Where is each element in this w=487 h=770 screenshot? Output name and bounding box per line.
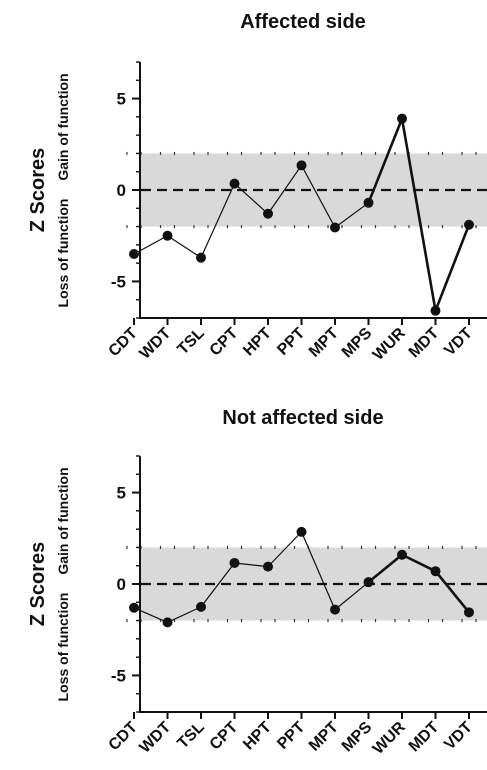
chart-title: Affected side — [240, 11, 366, 33]
series-segment — [267, 164, 302, 215]
series-segment — [367, 118, 404, 204]
x-tick-label-cpt: CPT — [207, 325, 242, 360]
data-point-ppt — [296, 526, 307, 537]
y-axis-sublabel-gain: Gain of function — [55, 73, 71, 180]
y-tick-label: 5 — [117, 484, 126, 503]
x-tick-label-wdt: WDT — [137, 719, 175, 757]
x-tick-label-wdt: WDT — [137, 325, 175, 363]
data-point-wdt — [162, 230, 173, 241]
x-tick-label-mdt: MDT — [406, 719, 443, 756]
data-point-mps — [363, 197, 374, 208]
series-segment — [167, 235, 202, 259]
data-point-ppt — [296, 160, 307, 171]
series-segment — [300, 165, 336, 228]
y-tick-label: 0 — [117, 181, 126, 200]
data-point-tsl — [196, 252, 206, 263]
data-point-cpt — [229, 557, 240, 568]
series-segment — [334, 202, 369, 228]
data-point-wur — [397, 549, 407, 560]
series-segment — [167, 606, 202, 623]
y-axis-sublabel-loss: Loss of function — [55, 593, 71, 702]
x-tick-label-wur: WUR — [370, 718, 409, 757]
series-segment — [401, 553, 437, 573]
data-point-wur — [397, 113, 407, 124]
series-segment — [434, 570, 471, 614]
x-tick-label-cdt: CDT — [106, 325, 141, 360]
series-segment — [200, 562, 235, 608]
data-point-hpt — [263, 208, 273, 219]
series-segment — [300, 531, 336, 610]
x-tick-label-mpt: MPT — [306, 325, 342, 361]
x-tick-label-hpt: HPT — [240, 325, 275, 360]
x-tick-label-tsl: TSL — [174, 719, 208, 753]
series-segment — [234, 562, 269, 568]
y-tick-label: 5 — [117, 90, 126, 109]
x-tick-label-tsl: TSL — [174, 325, 208, 359]
data-point-cdt — [129, 602, 139, 613]
x-tick-label-mdt: MDT — [406, 325, 443, 362]
y-tick-label: -5 — [111, 272, 126, 291]
x-tick-label-cpt: CPT — [207, 719, 242, 754]
series-segment — [267, 531, 302, 568]
data-point-tsl — [196, 601, 206, 612]
data-point-wdt — [162, 617, 173, 628]
data-point-hpt — [263, 561, 273, 572]
x-tick-label-cdt: CDT — [106, 719, 141, 754]
x-tick-label-ppt: PPT — [274, 325, 308, 359]
y-tick-label: 0 — [117, 575, 126, 594]
data-point-vdt — [464, 607, 474, 618]
series-segment — [367, 553, 403, 584]
y-axis-sublabel-gain: Gain of function — [55, 467, 71, 574]
x-tick-label-vdt: VDT — [441, 325, 476, 360]
series-segment — [334, 581, 369, 611]
y-axis-label: Z Scores — [27, 148, 49, 232]
chart-title: Not affected side — [222, 407, 383, 429]
data-point-mpt — [330, 604, 340, 615]
x-tick-label-wur: WUR — [370, 324, 409, 363]
data-point-mdt — [430, 566, 441, 577]
x-tick-label-mps: MPS — [339, 325, 376, 362]
series-segment — [234, 183, 269, 215]
x-tick-label-mpt: MPT — [306, 719, 342, 755]
y-axis-label: Z Scores — [27, 542, 49, 626]
y-tick-label: -5 — [111, 666, 126, 685]
x-tick-label-ppt: PPT — [274, 719, 308, 753]
series-segment — [200, 183, 236, 258]
x-tick-label-hpt: HPT — [240, 719, 275, 754]
y-axis-sublabel-loss: Loss of function — [55, 199, 71, 308]
data-point-mdt — [430, 305, 441, 316]
data-point-mpt — [330, 222, 340, 233]
series-segment — [133, 607, 168, 623]
data-point-cdt — [129, 249, 139, 259]
x-tick-label-vdt: VDT — [441, 719, 476, 754]
x-tick-label-mps: MPS — [339, 719, 376, 756]
data-point-vdt — [464, 219, 474, 230]
series-segment — [400, 118, 437, 311]
series-segment — [133, 235, 168, 255]
data-point-cpt — [229, 178, 240, 189]
series-segment — [434, 224, 471, 312]
data-point-mps — [363, 577, 374, 588]
